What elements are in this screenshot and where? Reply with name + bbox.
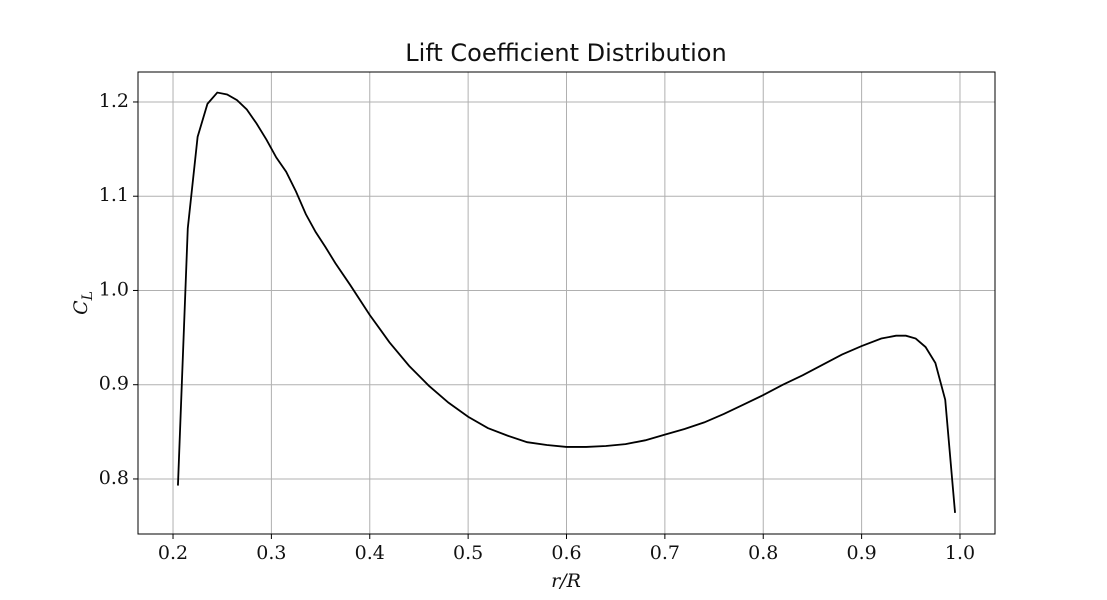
chart-title: Lift Coefficient Distribution [405,39,726,67]
x-tick-label: 0.2 [158,542,188,564]
x-tick-label: 0.3 [256,542,286,564]
y-tick-label: 1.1 [99,184,129,206]
y-tick-label: 1.0 [99,278,129,300]
y-axis-label-subscript: L [80,291,96,301]
x-tick-label: 0.7 [650,542,680,564]
x-tick-label: 0.5 [453,542,483,564]
x-tick-label: 0.8 [748,542,778,564]
line [177,91,956,513]
plot-frame [137,71,996,535]
x-axis-label: r/R [551,570,581,592]
x-tick-label: 0.9 [847,542,877,564]
x-tick-label: 0.6 [551,542,581,564]
y-tick-label: 0.8 [99,467,129,489]
y-axis-label: CL [70,291,96,315]
y-axis-label-main: C [70,300,92,315]
x-tick-label: 0.4 [355,542,385,564]
y-tick-label: 0.9 [99,373,129,395]
x-tick-label: 1.0 [945,542,975,564]
y-tick-label: 1.2 [99,90,129,112]
